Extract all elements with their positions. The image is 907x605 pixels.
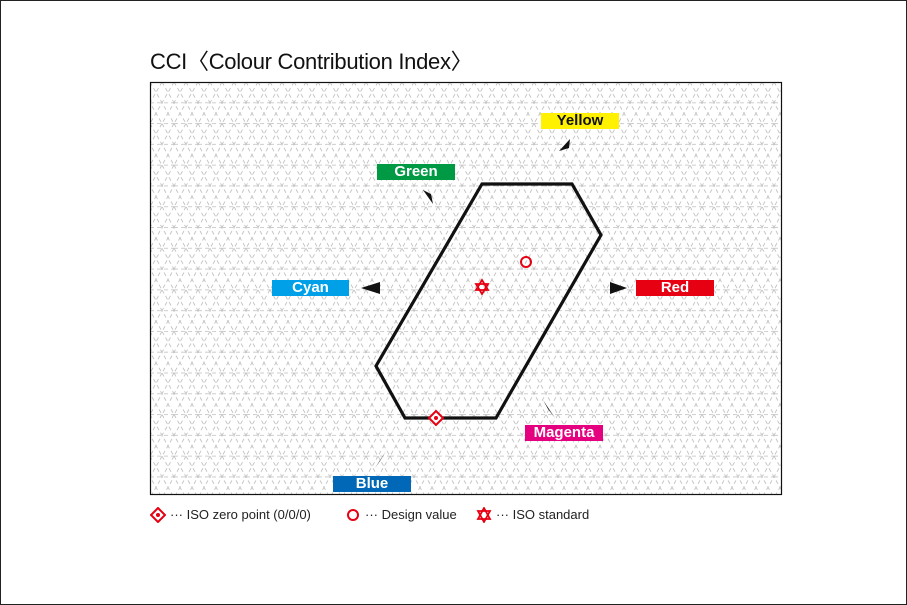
cci-hexagon-outline (374, 182, 603, 420)
iso-standard-star-icon (476, 507, 492, 523)
iso-standard-marker (474, 278, 490, 296)
direction-arrows (361, 139, 627, 468)
arrow-magenta-icon (543, 400, 555, 418)
arrow-cyan-icon (361, 282, 380, 294)
iso-zero-point-diamond-icon (150, 507, 166, 523)
plot-panel-border (149, 81, 783, 496)
label-magenta: Magenta (525, 425, 603, 441)
label-cyan: Cyan (272, 280, 349, 296)
label-blue: Blue (333, 476, 411, 492)
label-green: Green (377, 164, 455, 180)
arrow-yellow-icon (559, 139, 570, 151)
iso-zero-point-marker (427, 409, 445, 427)
design-value-circle-icon (347, 509, 359, 521)
label-red: Red (636, 280, 714, 296)
arrow-green-icon (423, 190, 433, 204)
arrow-blue-icon (375, 451, 386, 468)
page-title: CCI〈Colour Contribution Index〉 (150, 49, 473, 74)
arrow-red-icon (610, 282, 627, 294)
legend-text: ··· Design value (365, 507, 457, 522)
design-value-marker (520, 256, 532, 268)
legend-text: ··· ISO standard (496, 507, 590, 522)
legend-text: ··· ISO zero point (0/0/0) (170, 507, 311, 522)
label-yellow: Yellow (541, 113, 619, 129)
